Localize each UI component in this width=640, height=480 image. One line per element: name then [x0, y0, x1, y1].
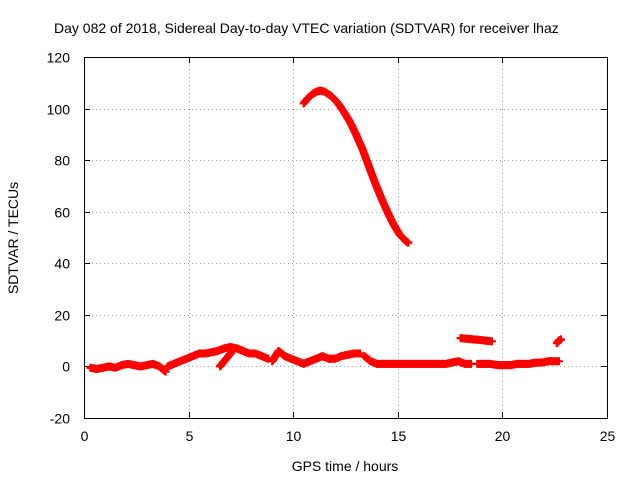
data-point	[557, 335, 565, 344]
x-tick-label: 10	[286, 428, 302, 444]
series-arc-22.7	[552, 335, 565, 348]
data-point	[356, 349, 365, 358]
y-tick-label: 100	[47, 102, 71, 118]
series-arc-6.5	[216, 347, 237, 371]
data-points	[86, 86, 565, 376]
plot-frame	[84, 57, 608, 419]
data-point	[161, 367, 170, 376]
axis-ticks: 0 5 10 15 20 25 -20 0 20 40 60 80 100 120	[47, 50, 616, 445]
series-base-18.5-22.8	[473, 357, 563, 370]
chart-title: Day 082 of 2018, Sidereal Day-to-day VTE…	[54, 20, 559, 36]
x-tick-label: 20	[495, 428, 511, 444]
y-tick-label: 0	[62, 359, 70, 375]
y-axis-label: SDTVAR / TECUs	[5, 182, 21, 294]
y-tick-label: 40	[54, 256, 70, 272]
data-point	[228, 347, 237, 355]
data-point	[554, 357, 563, 366]
x-tick-label: 15	[391, 428, 407, 444]
series-base-4-9	[163, 343, 273, 371]
x-tick-label: 5	[186, 428, 194, 444]
series-base-13-18.5	[360, 352, 475, 368]
data-point	[404, 238, 413, 247]
y-tick-label: 20	[54, 308, 70, 324]
y-tick-label: -20	[50, 411, 70, 427]
series-arc-high	[299, 86, 413, 247]
y-tick-label: 60	[54, 205, 70, 221]
y-tick-label: 80	[54, 153, 70, 169]
series-arc-18	[456, 334, 496, 346]
series-base-0-4	[86, 359, 170, 376]
x-axis-label: GPS time / hours	[292, 458, 399, 474]
x-tick-label: 0	[81, 428, 89, 444]
series-base-9-13	[268, 347, 365, 368]
data-point	[487, 337, 496, 346]
y-tick-label: 120	[47, 50, 71, 66]
x-tick-label: 25	[600, 428, 616, 444]
